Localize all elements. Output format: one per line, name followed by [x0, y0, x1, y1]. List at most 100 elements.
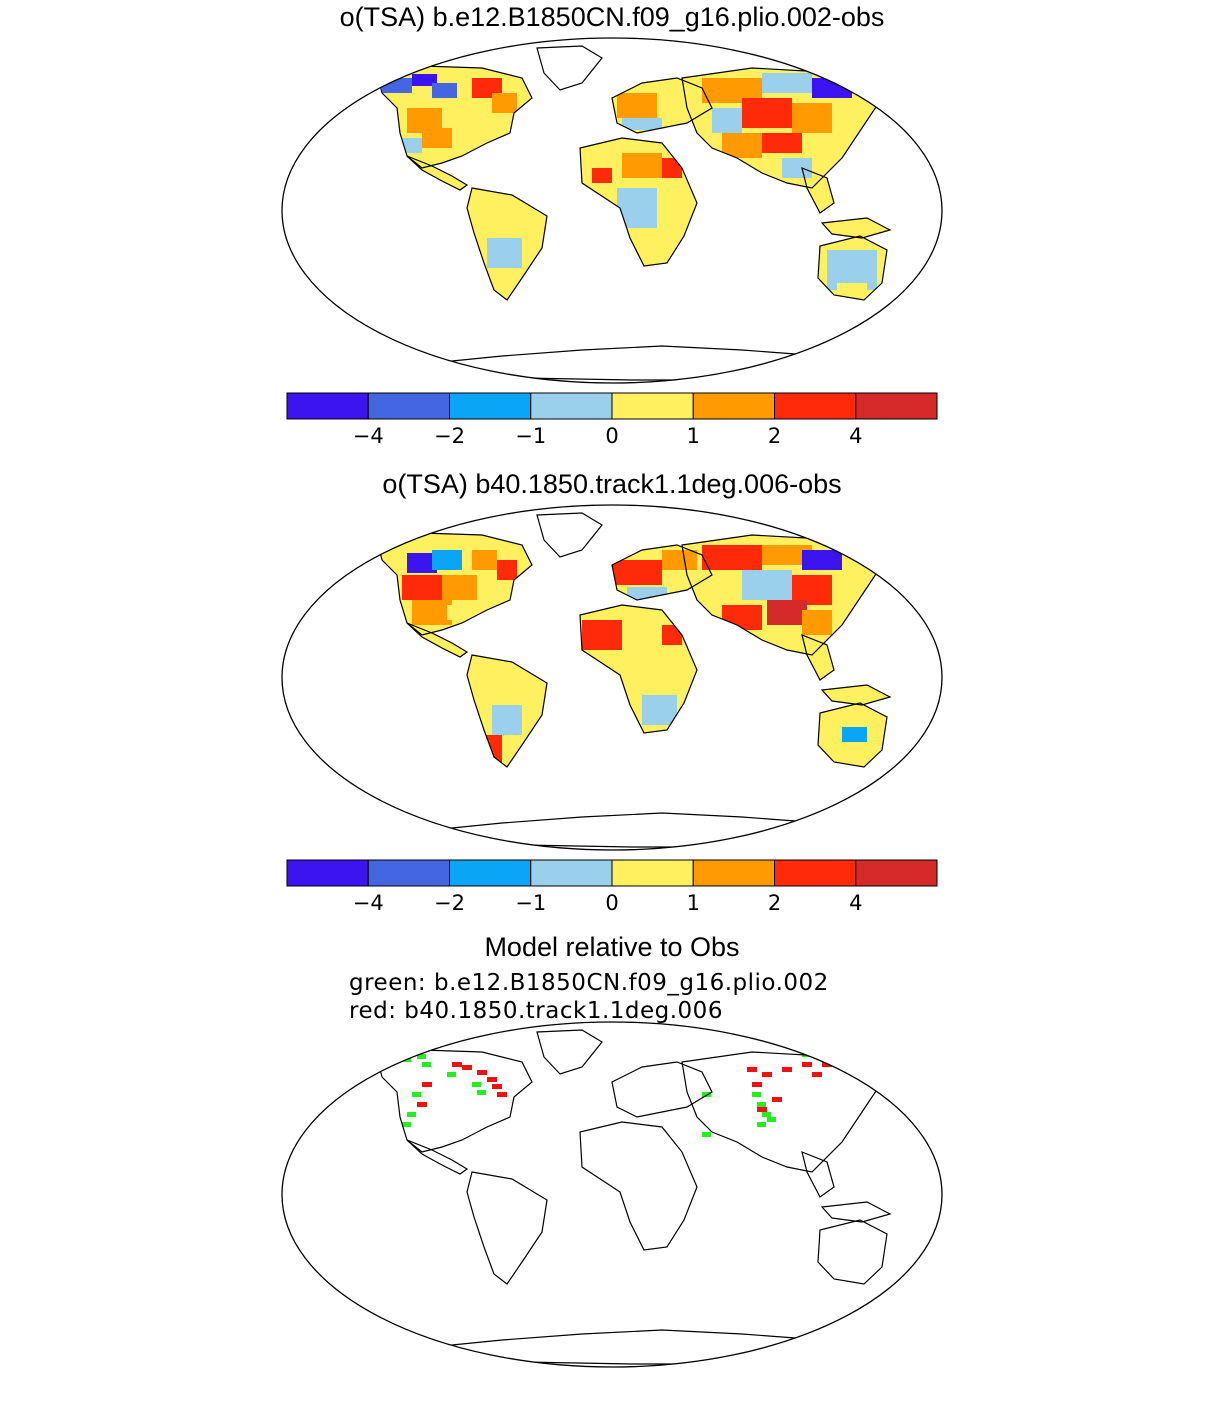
- land-asia: [682, 1052, 882, 1172]
- land-north-america: [377, 1050, 532, 1152]
- green-cell: [752, 1092, 761, 1097]
- land-central-america: [407, 156, 467, 190]
- colorbar-tick-label: −4: [353, 891, 384, 915]
- coastline-north-america: [376, 1049, 533, 1153]
- green-cell: [842, 1062, 851, 1067]
- coastline-south-america: [466, 654, 548, 768]
- anomaly-patch: [622, 620, 662, 645]
- red-cell: [492, 1084, 502, 1089]
- coastline-greenland: [536, 512, 603, 558]
- anomaly-patch: [622, 153, 662, 178]
- panel2-map: −4 −2 −1 0 1 2 4: [281, 504, 943, 915]
- panel1-map: −4 −2 −1 0 1 2 4: [281, 37, 943, 448]
- coastline-south-america: [466, 187, 548, 301]
- anomaly-patch: [442, 575, 477, 600]
- land-africa: [580, 1122, 697, 1250]
- colorbar-box: [449, 859, 532, 887]
- panel2-title: o(TSA) b40.1850.track1.1deg.006-obs: [382, 469, 842, 499]
- coastline-indonesia: [820, 684, 892, 706]
- anomaly-patch: [422, 128, 452, 148]
- land-antarctica: [432, 1330, 882, 1364]
- anomaly-patch: [722, 133, 762, 158]
- colorbar-tick-label: 0: [605, 891, 618, 915]
- anomaly-patch: [662, 625, 682, 645]
- coastline-europe: [611, 544, 713, 601]
- green-cell: [757, 1122, 766, 1127]
- colorbar-box: [774, 392, 857, 420]
- red-cell: [487, 1077, 497, 1082]
- green-cell: [407, 1112, 416, 1117]
- anomaly-patch: [442, 103, 477, 128]
- land-central-america: [407, 1140, 467, 1174]
- anomaly-patch: [792, 103, 832, 133]
- coastline-north-america: [376, 532, 533, 636]
- coastline-australia: [817, 1219, 888, 1285]
- green-cell: [417, 1054, 426, 1059]
- land-indonesia: [822, 1202, 890, 1222]
- map-frame: [281, 37, 943, 384]
- colorbar-box: [855, 859, 938, 887]
- coastline-greenland: [536, 45, 603, 91]
- colorbar-tick-label: 2: [768, 891, 781, 915]
- map-panel-3: [281, 1021, 943, 1368]
- land-indochina: [802, 168, 834, 213]
- green-cell: [447, 1072, 456, 1077]
- anomaly-patch: [452, 133, 482, 148]
- colorbar-box: [286, 392, 369, 420]
- land-indonesia: [822, 218, 890, 238]
- anomaly-patch: [412, 600, 452, 625]
- red-cell: [822, 1062, 832, 1067]
- anomaly-patch: [612, 560, 662, 585]
- anomaly-patch: [407, 553, 437, 573]
- green-cell: [757, 1102, 766, 1107]
- anomaly-patch: [767, 600, 807, 625]
- red-cell: [762, 1072, 772, 1077]
- land-central-america: [407, 623, 467, 657]
- green-cell: [847, 1067, 856, 1072]
- coastline-africa: [579, 1121, 698, 1251]
- colorbar-tick-label: 0: [605, 424, 618, 448]
- anomaly-patch: [662, 550, 697, 570]
- colorbar-box: [530, 859, 613, 887]
- map-frame: [281, 1021, 943, 1368]
- red-cell: [782, 1067, 792, 1072]
- land-australia: [818, 1220, 887, 1284]
- anomaly-patch: [712, 108, 742, 133]
- colorbar-box: [611, 392, 694, 420]
- anomaly-patch: [742, 98, 792, 128]
- red-cell: [462, 1065, 472, 1070]
- coastline-australia: [817, 702, 888, 768]
- red-cell: [452, 1062, 462, 1067]
- anomaly-patches: [392, 543, 877, 765]
- anomaly-patch: [642, 695, 677, 725]
- green-cell: [702, 1092, 711, 1097]
- anomaly-patch: [402, 575, 442, 600]
- anomaly-patch: [762, 545, 812, 565]
- coastline-north-america: [376, 65, 533, 169]
- land-greenland: [537, 513, 602, 557]
- coastline-indochina: [801, 634, 835, 681]
- green-cell: [422, 1062, 431, 1067]
- anomaly-patch: [477, 665, 522, 705]
- anomaly-patch: [582, 620, 622, 650]
- anomaly-patch: [802, 550, 842, 570]
- green-cell: [762, 1112, 771, 1117]
- green-cell: [402, 1122, 411, 1127]
- red-cell: [417, 1102, 427, 1107]
- red-cell: [477, 1070, 487, 1075]
- anomaly-patch: [622, 118, 662, 130]
- anomaly-patch: [432, 550, 462, 570]
- colorbar-box: [449, 392, 532, 420]
- anomaly-patch: [617, 93, 657, 118]
- red-cell: [747, 1067, 757, 1072]
- colorbar-box: [530, 392, 613, 420]
- land-indochina: [802, 1152, 834, 1197]
- anomaly-patch: [477, 198, 527, 238]
- colorbar: −4 −2 −1 0 1 2 4: [286, 859, 938, 915]
- coastline-central-america: [406, 1139, 469, 1175]
- colorbar-tick-label: −1: [515, 891, 546, 915]
- colorbar-box: [367, 392, 450, 420]
- coastline-africa: [579, 604, 698, 734]
- anomaly-patch: [802, 610, 832, 635]
- green-cell: [477, 1090, 486, 1095]
